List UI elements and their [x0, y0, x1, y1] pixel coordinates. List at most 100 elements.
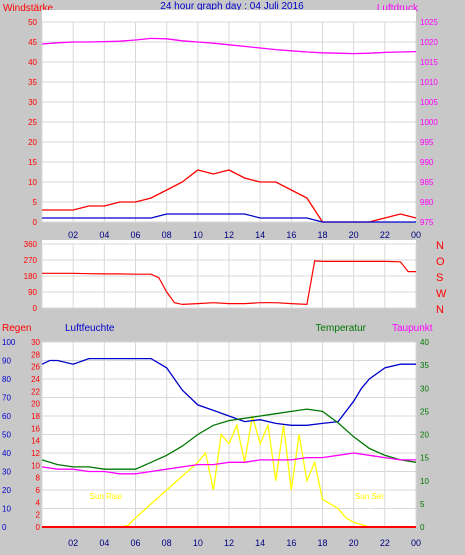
y-tick-temp: 0: [420, 523, 425, 532]
y-tick-regen: 16: [31, 424, 40, 433]
y-tick-right: 995: [420, 138, 434, 147]
x-tick-label: 20: [349, 230, 359, 240]
x-tick-label: 04: [99, 538, 109, 548]
y-tick-right: 985: [420, 178, 434, 187]
y-tick-temp: 5: [420, 500, 425, 509]
y-tick-right: 990: [420, 158, 434, 167]
series-taupunkt: [41, 452, 416, 475]
y-tick-regen: 20: [31, 400, 40, 409]
direction-label: N: [436, 240, 444, 252]
x-tick-label: 08: [162, 230, 172, 240]
chart3-label-temperatur: Temperatur: [315, 323, 366, 334]
y-tick-right: 980: [420, 198, 434, 207]
y-tick-feuchte: 50: [2, 431, 11, 440]
y-tick-left: 15: [28, 158, 37, 167]
x-tick-label: 04: [99, 230, 109, 240]
y-tick-direction: 0: [33, 304, 38, 313]
x-tick-label: 14: [255, 230, 265, 240]
y-tick-regen: 12: [31, 449, 40, 458]
y-tick-right: 1005: [420, 98, 438, 107]
x-tick-label: 12: [224, 230, 234, 240]
y-tick-temp: 40: [420, 338, 429, 347]
y-tick-regen: 0: [36, 523, 41, 532]
y-tick-left: 20: [28, 138, 37, 147]
direction-label: W: [436, 288, 447, 300]
direction-label: S: [436, 272, 443, 284]
series-wind-mean: [42, 213, 416, 223]
y-tick-left: 40: [28, 58, 37, 67]
series-luftfeuchte: [41, 357, 416, 426]
y-tick-left: 0: [33, 218, 38, 227]
y-tick-regen: 28: [31, 350, 40, 359]
x-tick-label: 02: [68, 230, 78, 240]
y-tick-left: 5: [33, 198, 38, 207]
y-tick-feuchte: 80: [2, 375, 11, 384]
y-tick-temp: 15: [420, 454, 429, 463]
x-tick-label: 10: [193, 538, 203, 548]
y-tick-right: 1020: [420, 38, 438, 47]
x-tick-label: 06: [130, 230, 140, 240]
y-tick-left: 10: [28, 178, 37, 187]
y-tick-direction: 90: [28, 288, 37, 297]
x-tick-label: 22: [380, 538, 390, 548]
x-tick-label: 22: [380, 230, 390, 240]
y-tick-right: 1000: [420, 118, 438, 127]
series-luftdruck: [41, 37, 417, 55]
direction-label: N: [436, 304, 444, 316]
chart1-title: 24 hour graph day : 04 Juli 2016: [160, 1, 304, 12]
y-tick-right: 1010: [420, 78, 438, 87]
sunrise-label: Sun Rise: [90, 492, 123, 501]
y-tick-direction: 270: [24, 256, 38, 265]
y-tick-direction: 360: [24, 240, 38, 249]
x-tick-label: 20: [349, 538, 359, 548]
y-tick-feuchte: 70: [2, 394, 11, 403]
y-tick-regen: 30: [31, 338, 40, 347]
y-tick-regen: 6: [36, 486, 41, 495]
x-tick-label: 06: [130, 538, 140, 548]
y-tick-feuchte: 90: [2, 357, 11, 366]
sunset-label: Sun Set: [355, 492, 384, 501]
x-tick-label: 12: [224, 538, 234, 548]
y-tick-regen: 14: [31, 437, 40, 446]
y-tick-temp: 25: [420, 407, 429, 416]
y-tick-temp: 35: [420, 361, 429, 370]
y-tick-feuchte: 100: [2, 338, 16, 347]
y-tick-regen: 8: [36, 474, 41, 483]
y-tick-feuchte: 30: [2, 468, 11, 477]
y-tick-regen: 2: [36, 511, 41, 520]
y-tick-regen: 22: [31, 387, 40, 396]
series-solar: [42, 415, 416, 528]
y-tick-feuchte: 0: [2, 523, 7, 532]
y-tick-regen: 18: [31, 412, 40, 421]
y-tick-temp: 10: [420, 477, 429, 486]
x-tick-label: 10: [193, 230, 203, 240]
y-tick-feuchte: 10: [2, 505, 11, 514]
y-tick-left: 35: [28, 78, 37, 87]
y-tick-feuchte: 60: [2, 412, 11, 421]
y-tick-feuchte: 20: [2, 486, 11, 495]
series-windrichtung: [42, 260, 416, 306]
y-tick-feuchte: 40: [2, 449, 11, 458]
direction-label: O: [436, 256, 445, 268]
series-temperatur: [41, 408, 417, 470]
y-tick-right: 1025: [420, 18, 438, 27]
chart3-label-feuchte: Luftfeuchte: [65, 323, 115, 334]
chart1-ylabel-left: Windstärke: [3, 3, 53, 14]
y-tick-regen: 4: [36, 498, 41, 507]
x-tick-label: 18: [317, 230, 327, 240]
x-tick-label: 00: [411, 538, 421, 548]
y-tick-right: 975: [420, 218, 434, 227]
y-tick-regen: 26: [31, 363, 40, 372]
y-tick-direction: 180: [24, 272, 38, 281]
x-tick-label: 14: [255, 538, 265, 548]
x-tick-label: 00: [411, 230, 421, 240]
x-tick-label: 16: [286, 230, 296, 240]
x-tick-label: 18: [317, 538, 327, 548]
x-tick-label: 16: [286, 538, 296, 548]
y-tick-regen: 24: [31, 375, 40, 384]
y-tick-regen: 10: [31, 461, 40, 470]
y-tick-left: 30: [28, 98, 37, 107]
y-tick-left: 50: [28, 18, 37, 27]
y-tick-temp: 30: [420, 384, 429, 393]
